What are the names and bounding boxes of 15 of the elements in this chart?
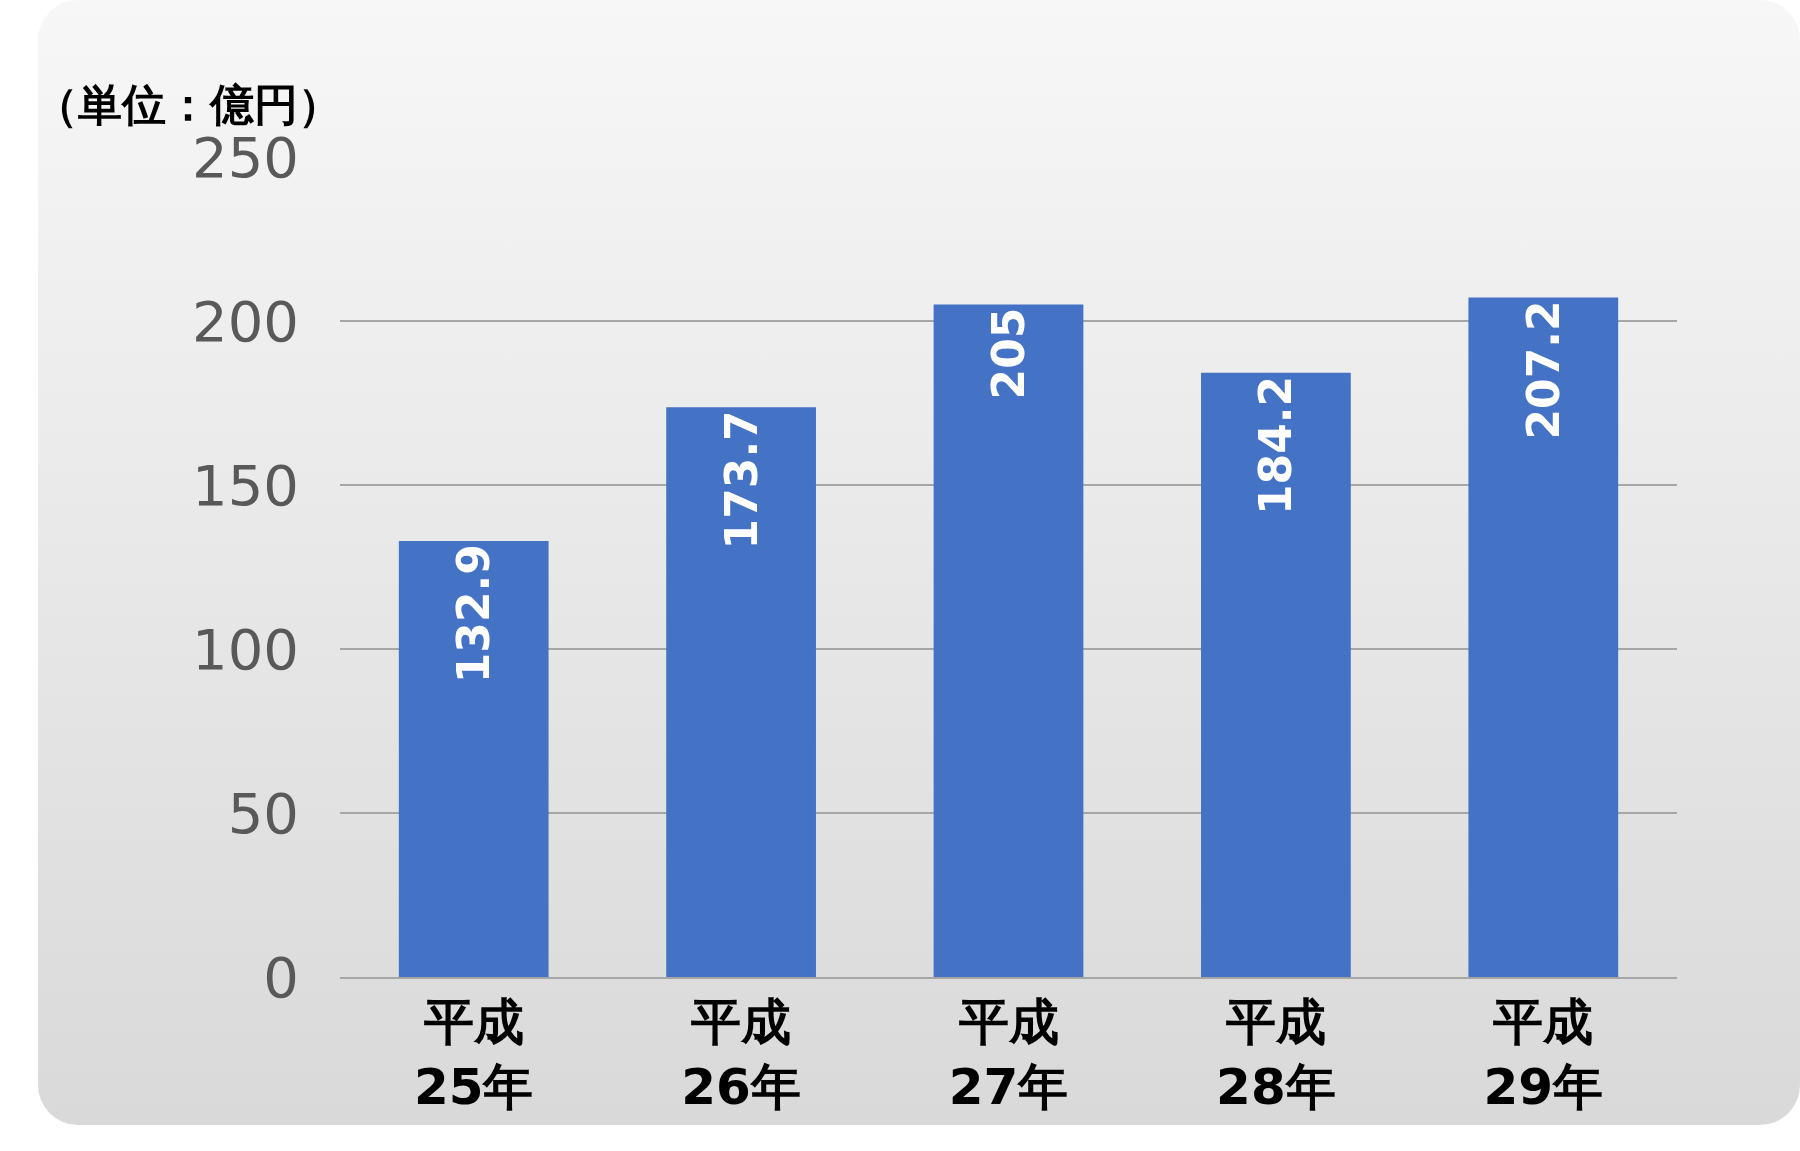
y-tick-label: 100 [192,616,299,682]
x-tick-label: 平成 25年 [413,993,534,1116]
data-label: 173.7 [715,410,767,550]
x-tick-label: 平成 28年 [1216,993,1336,1116]
x-tick-label: 平成 29年 [1483,993,1604,1116]
y-tick-label: 150 [192,452,299,518]
x-tick-label: 平成 27年 [948,993,1069,1116]
data-label: 184.2 [1250,375,1302,516]
y-tick-label: 0 [263,944,299,1010]
data-label: 132.9 [448,544,500,684]
x-tick-label: 平成 26年 [681,993,801,1116]
data-label: 207.2 [1517,300,1569,440]
data-label: 205 [983,307,1034,400]
y-tick-label: 200 [192,288,299,354]
y-tick-label: 50 [227,780,299,846]
